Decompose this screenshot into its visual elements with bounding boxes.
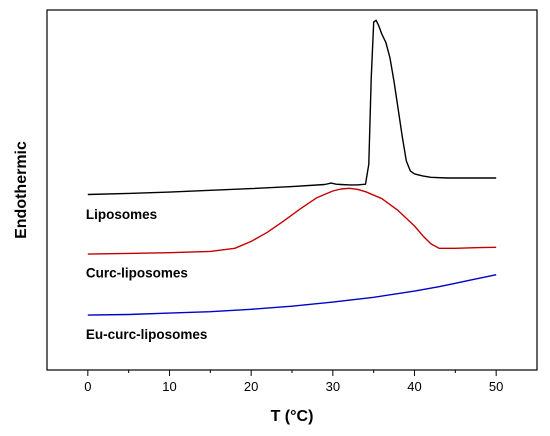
plot-frame bbox=[46, 9, 538, 371]
series-label-curc-liposomes: Curc-liposomes bbox=[86, 265, 188, 280]
x-tick-label-0: 0 bbox=[84, 379, 91, 394]
x-tick-label-30: 30 bbox=[326, 379, 340, 394]
series-line-eu-curc-liposomes bbox=[87, 274, 497, 316]
series-line-curc-liposomes bbox=[87, 187, 497, 255]
x-tick-label-10: 10 bbox=[162, 379, 176, 394]
series-label-eu-curc-liposomes: Eu-curc-liposomes bbox=[86, 327, 208, 342]
x-tick-label-40: 40 bbox=[407, 379, 421, 394]
x-tick-label-20: 20 bbox=[244, 379, 258, 394]
series-label-liposomes: Liposomes bbox=[86, 207, 157, 222]
series-curves bbox=[87, 19, 497, 316]
series-line-liposomes bbox=[87, 19, 497, 196]
y-axis-label: Endothermic bbox=[13, 141, 30, 239]
series-labels: Liposomes Curc-liposomes Eu-curc-liposomes bbox=[86, 207, 208, 342]
x-tick-label-50: 50 bbox=[489, 379, 503, 394]
x-axis-ticks: 0 10 20 30 40 50 bbox=[84, 370, 503, 394]
x-axis-label: T (°C) bbox=[271, 408, 314, 425]
